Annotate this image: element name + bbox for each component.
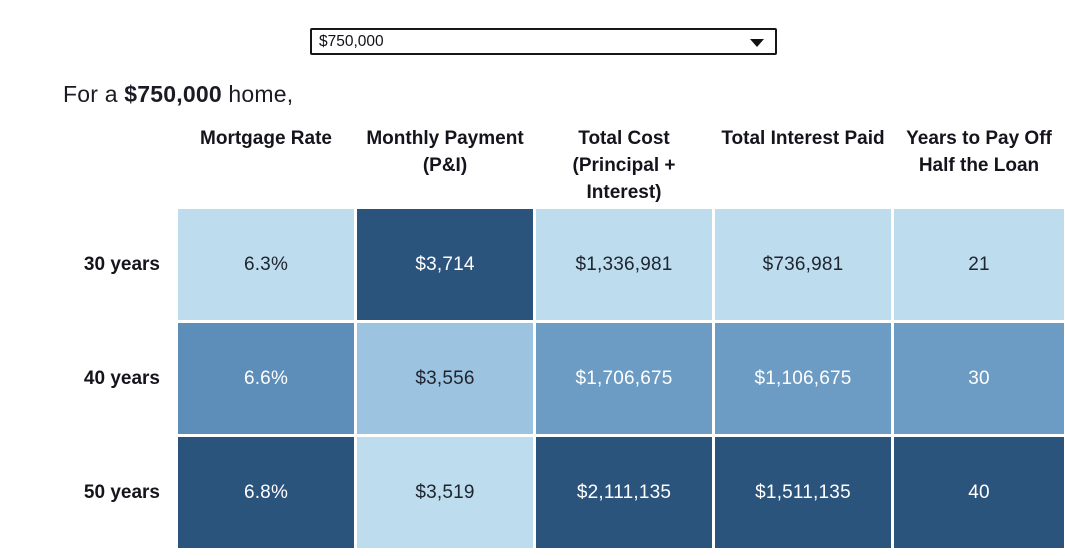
table-cell: $3,556 xyxy=(357,323,533,434)
table-cell: $1,511,135 xyxy=(715,437,891,548)
column-header-years-half-loan: Years to Pay Off Half the Loan xyxy=(906,128,1052,176)
page-title: For a $750,000 home, xyxy=(63,81,293,108)
home-price-select-value: $750,000 xyxy=(319,32,384,50)
table-cell: $736,981 xyxy=(715,209,891,320)
row-header-40-years: 40 years xyxy=(63,323,175,434)
column-header-monthly-payment: Monthly Payment (P&I) xyxy=(366,128,524,176)
table-cell: $3,714 xyxy=(357,209,533,320)
table-cell: $2,111,135 xyxy=(536,437,712,548)
row-header-50-years: 50 years xyxy=(63,437,175,548)
table-cell: $1,336,981 xyxy=(536,209,712,320)
table-cell: 6.3% xyxy=(178,209,354,320)
column-header-total-cost: Total Cost (Principal + Interest) xyxy=(572,128,676,203)
table-cell: $3,519 xyxy=(357,437,533,548)
title-prefix: For a xyxy=(63,81,125,107)
table-cell: $1,106,675 xyxy=(715,323,891,434)
table-cell: 21 xyxy=(894,209,1064,320)
table-cell: 6.8% xyxy=(178,437,354,548)
home-price-select[interactable]: $750,000 xyxy=(310,28,777,55)
table-cell: 30 xyxy=(894,323,1064,434)
mortgage-comparison-table: Mortgage Rate Monthly Payment (P&I) Tota… xyxy=(63,125,1064,548)
chevron-down-icon xyxy=(750,38,764,47)
title-home-price: $750,000 xyxy=(124,81,222,107)
row-header-30-years: 30 years xyxy=(63,209,175,320)
column-header-total-interest: Total Interest Paid xyxy=(721,128,885,149)
table-corner xyxy=(63,125,175,206)
table-cell: 6.6% xyxy=(178,323,354,434)
column-header-mortgage-rate: Mortgage Rate xyxy=(200,128,332,149)
table-cell: 40 xyxy=(894,437,1064,548)
title-suffix: home, xyxy=(221,81,294,107)
table-cell: $1,706,675 xyxy=(536,323,712,434)
